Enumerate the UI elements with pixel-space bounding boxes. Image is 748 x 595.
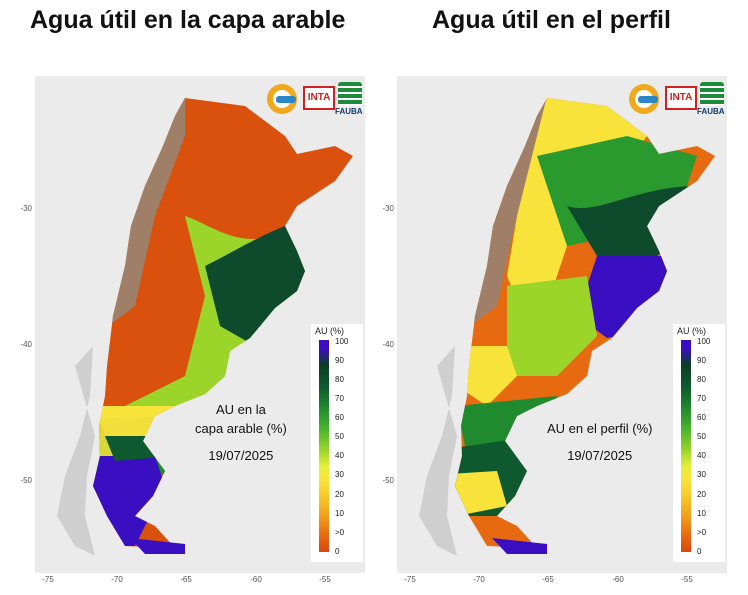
inta-logo: INTA [665,86,697,110]
y-tick: -30 [20,204,32,213]
fauba-logo: FAUBA [335,82,363,118]
fauba-logo: FAUBA [697,82,725,118]
agency-logo-icon [267,84,297,114]
x-tick: -65 [180,575,192,584]
x-tick: -60 [250,575,262,584]
legend: AU (%) 100 90 80 70 60 50 40 30 20 10 >0… [673,324,725,562]
map-annotation: AU en el perfil (%) 19/07/2025 [547,421,653,463]
map-panel-perfil: INTA FAUBA AU en el perfil (%) 19/07/202… [397,76,727,573]
y-tick: -30 [382,204,394,213]
x-tick: -75 [404,575,416,584]
x-tick: -70 [111,575,123,584]
logos: INTA FAUBA [267,80,363,120]
argentina-map [419,98,715,556]
title-perfil: Agua útil en el perfil [432,6,671,34]
x-tick: -70 [473,575,485,584]
x-tick: -75 [42,575,54,584]
inta-logo: INTA [303,86,335,110]
x-tick: -60 [612,575,624,584]
y-tick: -50 [20,476,32,485]
legend: AU (%) 100 90 80 70 60 50 40 30 20 10 >0… [311,324,363,562]
argentina-map [57,98,353,556]
x-tick: -65 [542,575,554,584]
y-tick: -40 [382,340,394,349]
logos: INTA FAUBA [629,80,725,120]
map-annotation: AU en la capa arable (%) 19/07/2025 [195,402,287,463]
agency-logo-icon [629,84,659,114]
y-tick: -50 [382,476,394,485]
x-tick: -55 [681,575,693,584]
x-tick: -55 [319,575,331,584]
y-tick: -40 [20,340,32,349]
map-panel-capa-arable: INTA FAUBA AU en la capa arable (%) 19/0… [35,76,365,573]
title-capa-arable: Agua útil en la capa arable [30,6,346,34]
